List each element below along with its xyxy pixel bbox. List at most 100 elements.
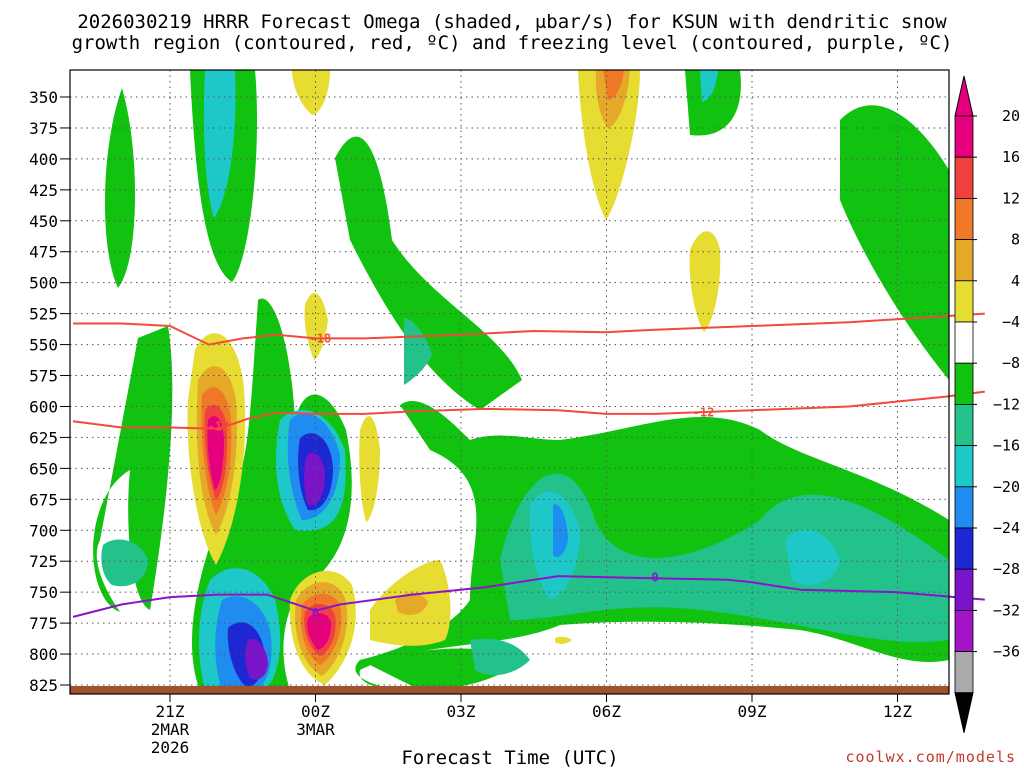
contour-label-dgz-minus12-0: -12 — [208, 419, 230, 433]
y-tick-label-350: 350 — [29, 88, 58, 107]
omega-region-teal-1 — [101, 539, 148, 587]
colorbar: 20 16 12 8 4 −4 −8 −12 −16 −20 −24 −28 −32 −36 — [954, 75, 1020, 733]
x-tick-label-24-0: 00Z — [301, 702, 330, 721]
colorbar-label-9: −20 — [993, 478, 1020, 496]
x-tick-label-33-0: 09Z — [738, 702, 767, 721]
omega-region-magenta-1 — [207, 416, 224, 490]
x-tick-label-21-0: 21Z — [156, 702, 185, 721]
omega-region-purple-2 — [245, 639, 268, 680]
omega-region-purple-1 — [304, 452, 325, 506]
y-tick-label-700: 700 — [29, 521, 58, 540]
y-tick-label-550: 550 — [29, 336, 58, 355]
colorbar-label-4: 4 — [1011, 272, 1020, 290]
omega-region-cyan-4 — [700, 70, 718, 102]
omega-region-yellow-4 — [689, 231, 721, 332]
x-tick-label-27-0: 03Z — [447, 702, 476, 721]
y-tick-label-800: 800 — [29, 645, 58, 664]
x-tick-label-24-1: 3MAR — [296, 720, 335, 739]
colorbar-swatch-3 — [954, 239, 974, 282]
omega-region-yellow-1 — [292, 70, 330, 115]
omega-region-gold-4 — [395, 592, 428, 615]
y-tick-label-575: 575 — [29, 367, 58, 386]
omega-region-cyan-1 — [203, 70, 236, 218]
y-tick-label-375: 375 — [29, 119, 58, 138]
colorbar-swatch-8 — [954, 445, 974, 488]
colorbar-label-13: −36 — [993, 643, 1020, 661]
temperature-contours: -18 -12 -12 0 0 — [72, 312, 985, 620]
y-tick-label-450: 450 — [29, 212, 58, 231]
colorbar-label-12: −32 — [993, 601, 1020, 619]
contour-label-freezing-level-0-1: 0 — [651, 570, 658, 584]
omega-region-yellow-2 — [304, 293, 328, 360]
colorbar-label-10: −24 — [993, 519, 1020, 537]
y-tick-label-650: 650 — [29, 459, 58, 478]
colorbar-swatch-7 — [954, 403, 974, 446]
y-tick-label-625: 625 — [29, 428, 58, 447]
colorbar-swatch-1 — [954, 156, 974, 199]
omega-region-teal-4 — [470, 638, 530, 676]
colorbar-swatch-12 — [954, 610, 974, 653]
omega-region-yellow-7 — [555, 636, 572, 645]
colorbar-swatch-4 — [954, 280, 974, 323]
chart-footer: Forecast Time (UTC) coolwx.com/models — [401, 747, 1016, 768]
colorbar-swatch-2 — [954, 197, 974, 240]
x-tick-label-21-2: 2026 — [151, 738, 190, 757]
colorbar-swatch-11 — [954, 568, 974, 611]
omega-region-green-3 — [335, 136, 522, 410]
omega-region-teal-3 — [500, 473, 949, 643]
omega-region-orange-1 — [603, 70, 624, 100]
colorbar-label-1: 16 — [1002, 148, 1020, 166]
colorbar-label-5: −4 — [1002, 313, 1020, 331]
credit-link[interactable]: coolwx.com/models — [845, 748, 1016, 766]
colorbar-label-8: −16 — [993, 437, 1020, 455]
colorbar-label-11: −28 — [993, 560, 1020, 578]
contour-dgz-minus18 — [73, 312, 985, 346]
colorbar-label-0: 20 — [1002, 107, 1020, 125]
colorbar-swatch-9 — [954, 486, 974, 529]
colorbar-bottom-arrow — [954, 692, 974, 733]
omega-region-yellow-5 — [359, 416, 380, 522]
x-tick-label-36-0: 12Z — [883, 702, 912, 721]
omega-region-green-6 — [93, 326, 173, 612]
contour-label-dgz-minus12-1: -12 — [693, 406, 715, 420]
y-tick-label-400: 400 — [29, 150, 58, 169]
y-tick-label-525: 525 — [29, 305, 58, 324]
colorbar-swatch-10 — [954, 527, 974, 570]
colorbar-top-arrow — [954, 75, 974, 117]
y-tick-label-425: 425 — [29, 181, 58, 200]
colorbar-swatch-6 — [954, 362, 974, 405]
contour-label-freezing-level-0-0: 0 — [312, 606, 319, 620]
contour-dgz-minus12 — [72, 390, 985, 430]
x-tick-label-30-0: 06Z — [592, 702, 621, 721]
chart-title-line-1: 2026030219 HRRR Forecast Omega (shaded, … — [77, 11, 947, 33]
y-axis: 350 375 400 425 450 475 500 525 550 575 600 625 650 6… — [29, 88, 70, 695]
y-tick-label-675: 675 — [29, 490, 58, 509]
omega-region-green-4 — [685, 70, 741, 136]
chart-title-line-2: growth region (contoured, red, ºC) and f… — [72, 32, 953, 54]
x-axis-title: Forecast Time (UTC) — [401, 747, 618, 768]
plot-grid — [70, 70, 949, 694]
omega-region-green-1 — [104, 88, 136, 288]
omega-shading — [93, 70, 949, 694]
colorbar-label-7: −12 — [993, 395, 1020, 413]
plot-frame — [69, 69, 950, 695]
colorbar-label-3: 8 — [1011, 231, 1020, 249]
y-tick-label-600: 600 — [29, 397, 58, 416]
colorbar-label-6: −8 — [1002, 354, 1020, 372]
x-tick-label-21-1: 2MAR — [151, 720, 190, 739]
contour-label-dgz-minus18-0: -18 — [310, 331, 332, 345]
omega-region-magenta-2 — [307, 613, 332, 650]
colorbar-swatch-13 — [954, 651, 974, 694]
y-tick-label-500: 500 — [29, 274, 58, 293]
colorbar-label-2: 12 — [1002, 189, 1020, 207]
y-tick-label-750: 750 — [29, 583, 58, 602]
y-tick-label-475: 475 — [29, 243, 58, 262]
y-tick-label-825: 825 — [29, 676, 58, 695]
y-tick-label-775: 775 — [29, 614, 58, 633]
colorbar-swatch-0 — [954, 115, 974, 158]
omega-region-teal-2 — [404, 318, 432, 385]
omega-region-yellow-3 — [578, 70, 640, 220]
colorbar-swatch-5 — [954, 321, 974, 364]
